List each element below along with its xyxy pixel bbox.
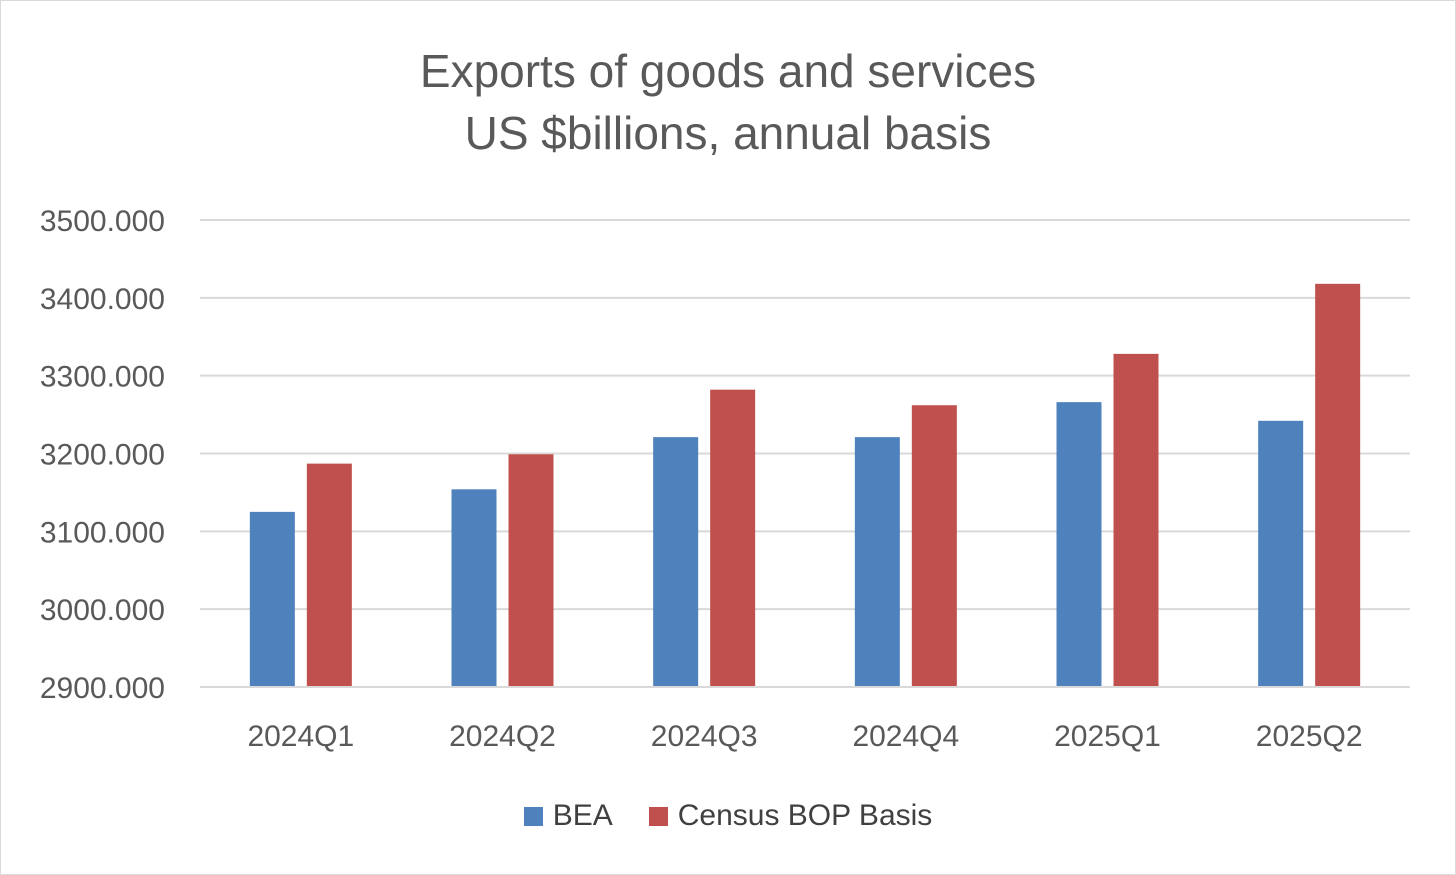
bar-census xyxy=(306,463,352,687)
legend-item-bea: BEA xyxy=(523,799,613,833)
bar-census xyxy=(1113,353,1159,687)
legend-label-bea: BEA xyxy=(552,799,613,832)
legend-item-census: Census BOP Basis xyxy=(648,799,933,833)
bar-census xyxy=(508,454,554,687)
y-tick-label: 2900.000 xyxy=(40,672,165,705)
legend-label-census: Census BOP Basis xyxy=(677,799,933,832)
legend-swatch-census xyxy=(648,806,668,826)
bar-bea xyxy=(249,511,295,687)
y-tick-label: 3200.000 xyxy=(40,439,165,472)
legend: BEA Census BOP Basis xyxy=(0,794,1456,838)
y-tick-label: 3500.000 xyxy=(40,205,165,238)
bar-bea xyxy=(451,489,497,687)
x-tick-label: 2025Q2 xyxy=(1256,720,1363,753)
bar-census xyxy=(911,405,957,687)
x-tick-label: 2025Q1 xyxy=(1054,720,1161,753)
bar-bea xyxy=(854,437,900,687)
chart-title: Exports of goods and services xyxy=(419,45,1037,97)
y-tick-label: 3100.000 xyxy=(40,516,165,549)
bar-census xyxy=(710,389,756,687)
y-tick-label: 3300.000 xyxy=(40,361,165,394)
legend-swatch-bea xyxy=(523,806,543,826)
bar-bea xyxy=(1056,402,1102,687)
y-tick-label: 3000.000 xyxy=(40,594,165,627)
x-tick-label: 2024Q4 xyxy=(852,720,959,753)
chart-title-block: Exports of goods and services US $billio… xyxy=(0,40,1456,164)
y-tick-label: 3400.000 xyxy=(40,283,165,316)
chart-subtitle: US $billions, annual basis xyxy=(464,107,992,159)
x-tick-label: 2024Q1 xyxy=(247,720,354,753)
bar-bea xyxy=(653,437,699,687)
x-tick-label: 2024Q3 xyxy=(651,720,758,753)
bar-census xyxy=(1315,283,1361,687)
x-tick-label: 2024Q2 xyxy=(449,720,556,753)
bar-bea xyxy=(1258,420,1304,687)
